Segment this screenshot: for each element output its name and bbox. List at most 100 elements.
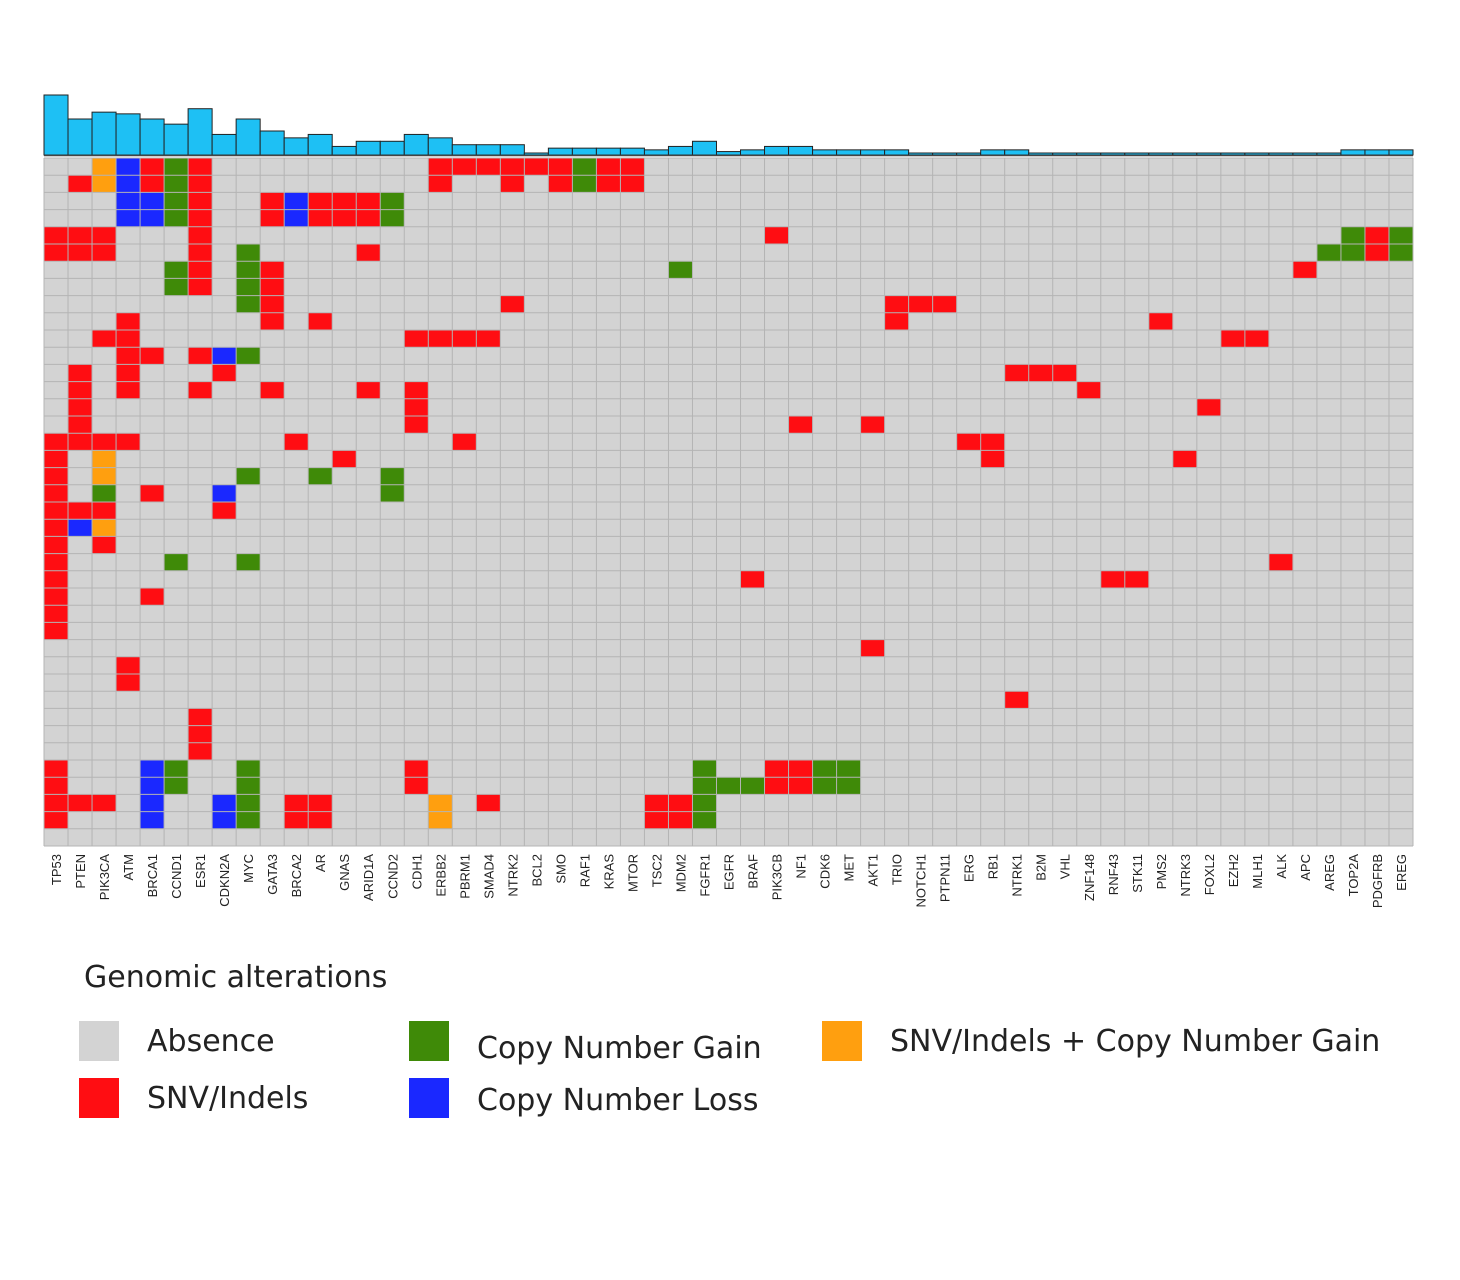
cell-myc-gain [236,777,261,795]
frequency-bar-znf148 [1076,152,1102,156]
frequency-bar-tp53 [43,94,69,156]
cell-pik3ca-snv [92,330,117,348]
frequency-bar-group [43,94,1414,157]
cell-brca1-loss [140,811,165,829]
gene-label-kras: KRAS [601,854,616,890]
cell-vhl-snv [1052,364,1077,382]
frequency-bar-fgfr1 [691,140,717,156]
cell-fgfr1-gain [692,760,717,778]
gene-label-mdm2: MDM2 [673,854,688,892]
frequency-bar-brca2 [283,137,309,156]
frequency-bar-stk11 [1124,152,1150,156]
cell-arid1a-snv [356,209,381,227]
gene-label-vhl: VHL [1058,854,1073,879]
cell-pms2-snv [1148,312,1173,330]
cell-pten-snv [68,433,93,451]
cell-pten-snv [68,175,93,193]
frequency-bar-ntrk2 [499,144,525,156]
cell-ccnd1-gain [164,777,189,795]
frequency-bar-myc [235,118,261,156]
cell-pten-snv [68,244,93,262]
cell-raf1-gain [572,175,597,193]
cell-brca2-snv [284,794,309,812]
cell-esr1-snv [188,226,213,244]
cell-pten-snv [68,364,93,382]
cell-braf-snv [740,570,765,588]
cell-tp53-snv [44,622,69,640]
cell-gnas-snv [332,192,357,210]
gene-label-pik3cb: PIK3CB [770,854,785,900]
frequency-bar-braf [740,149,766,156]
cell-tp53-snv [44,777,69,795]
gene-label-met: MET [842,854,857,882]
gene-label-stk11: STK11 [1130,854,1145,893]
cell-ccnd2-gain [380,467,405,485]
gene-label-ptpn11: PTPN11 [938,854,953,902]
cell-myc-gain [236,261,261,279]
cell-mtor-snv [620,175,645,193]
cell-akt1-snv [860,639,885,657]
gene-label-ezh2: EZH2 [1226,854,1241,887]
gene-label-areg: AREG [1322,854,1337,891]
cell-ntrk1-snv [1004,364,1029,382]
cell-ccnd2-gain [380,192,405,210]
cell-smad4-snv [476,330,501,348]
frequency-bar-areg [1316,152,1342,156]
gene-label-gnas: GNAS [337,854,352,891]
cell-pik3ca-snv [92,794,117,812]
gene-label-akt1: AKT1 [866,854,881,887]
cell-esr1-snv [188,209,213,227]
cell-tp53-snv [44,502,69,520]
gene-label-smad4: SMAD4 [481,854,496,899]
cell-mlh1-snv [1244,330,1269,348]
frequency-bar-pik3cb [764,145,790,156]
cell-akt1-snv [860,416,885,434]
cell-ntrk2-snv [500,158,525,176]
cell-brca1-snv [140,175,165,193]
cell-brca1-loss [140,794,165,812]
gene-label-erbb2: ERBB2 [433,854,448,897]
cell-erg-snv [956,433,981,451]
frequency-bar-raf1 [571,147,597,156]
gene-label-tp53: TP53 [49,854,64,885]
cell-tp53-snv [44,244,69,262]
frequency-bar-brca1 [139,118,165,156]
gene-label-rb1: RB1 [986,854,1001,879]
gene-label-pten: PTEN [73,854,88,889]
cell-myc-gain [236,278,261,296]
cell-cdkn2a-loss [212,347,237,365]
gene-label-smo: SMO [553,854,568,884]
cell-pik3ca-snv_gain [92,519,117,537]
gene-label-ccnd2: CCND2 [385,854,400,899]
cell-brca1-loss [140,209,165,227]
frequency-bar-smad4 [475,144,501,156]
cell-trio-snv [884,295,909,313]
cell-brca1-snv [140,484,165,502]
cell-top2a-gain [1340,226,1365,244]
cell-atm-loss [116,209,141,227]
gene-label-ar: AR [313,854,328,872]
cell-cdkn2a-loss [212,794,237,812]
cell-gata3-snv [260,312,285,330]
cell-esr1-snv [188,725,213,743]
gene-label-ereg: EREG [1394,854,1409,891]
frequency-bar-atm [115,113,141,156]
cell-ar-snv [308,811,333,829]
cell-cdh1-snv [404,760,429,778]
cell-ccnd1-gain [164,760,189,778]
cell-gata3-snv [260,209,285,227]
cell-erbb2-snv [428,330,453,348]
gene-label-raf1: RAF1 [577,854,592,887]
cell-cdh1-snv [404,330,429,348]
frequency-bar-alk [1268,152,1294,156]
frequency-bar-cdh1 [403,133,429,156]
frequency-bar-ntrk1 [1004,149,1030,156]
cell-tp53-snv [44,226,69,244]
cell-brca2-loss [284,192,309,210]
frequency-bar-cdk6 [812,149,838,156]
cell-cdh1-snv [404,381,429,399]
frequency-bar-mdm2 [667,145,693,156]
cell-arid1a-snv [356,244,381,262]
frequency-bar-gnas [331,145,357,156]
gene-label-mlh1: MLH1 [1250,854,1265,889]
